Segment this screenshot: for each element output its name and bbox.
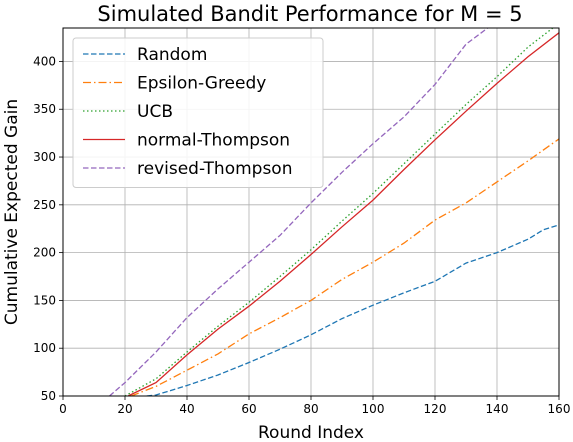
x-tick-label: 80	[303, 402, 318, 416]
series-line-normal-thompson	[127, 32, 559, 396]
x-tick-label: 140	[486, 402, 509, 416]
series-group	[109, 28, 559, 396]
chart-title: Simulated Bandit Performance for M = 5	[97, 2, 522, 26]
x-tick-label: 40	[179, 402, 194, 416]
y-tick-label: 350	[33, 102, 56, 116]
plot-frame	[62, 27, 560, 397]
x-axis-label: Round Index	[258, 423, 364, 442]
y-tick-label: 400	[33, 54, 56, 68]
x-tick-label: 20	[117, 402, 132, 416]
y-tick-label: 50	[41, 389, 56, 403]
series-line-revised-thompson	[109, 28, 489, 396]
legend-label: Random	[137, 45, 207, 65]
legend-label: Epsilon-Greedy	[137, 74, 266, 94]
x-ticks: 0 20 40 60 80 100 120 140 160	[59, 396, 570, 416]
y-tick-label: 100	[33, 341, 56, 355]
legend-box	[72, 37, 324, 188]
legend-label: UCB	[137, 102, 173, 122]
x-tick-label: 60	[241, 402, 256, 416]
plot-area	[109, 28, 559, 396]
y-tick-label: 150	[33, 293, 56, 307]
x-tick-label: 160	[548, 402, 571, 416]
y-ticks: 50 100 150 200 250 300 350 400	[33, 54, 63, 403]
x-tick-label: 120	[424, 402, 447, 416]
series-line-random	[146, 224, 559, 396]
legend-label: revised-Thompson	[137, 159, 292, 179]
y-axis-label: Cumulative Expected Gain	[2, 99, 22, 325]
x-tick-label: 0	[59, 402, 67, 416]
legend: Random Epsilon-Greedy UCB normal-Thompson re…	[72, 37, 324, 188]
y-tick-label: 250	[33, 198, 56, 212]
series-line-epsilon-greedy	[130, 138, 559, 396]
x-tick-label: 100	[362, 402, 385, 416]
legend-label: normal-Thompson	[137, 131, 290, 151]
y-tick-label: 300	[33, 150, 56, 164]
series-line-ucb	[124, 28, 554, 396]
y-tick-label: 200	[33, 246, 56, 260]
